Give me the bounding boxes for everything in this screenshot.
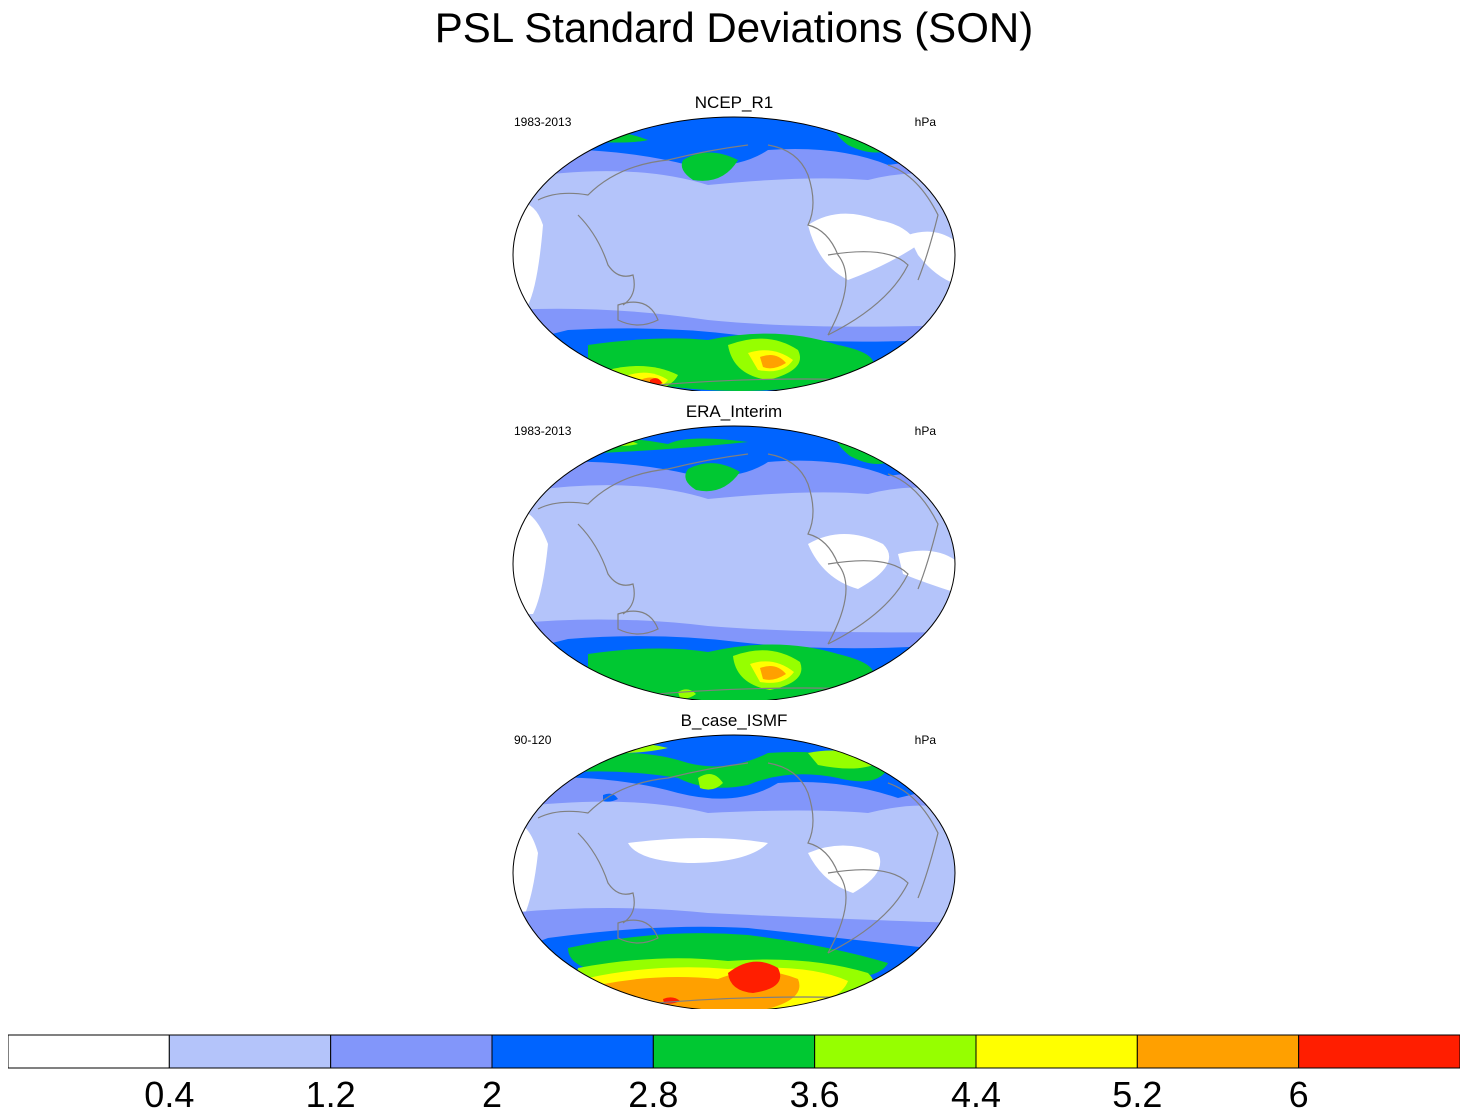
panel-units: hPa <box>914 424 936 438</box>
colorbar-bin <box>168 1034 332 1069</box>
map-panel-bcase: B_case_ISMF 90-120 hPa <box>508 711 960 1011</box>
panel-period: 1983-2013 <box>514 115 572 129</box>
map-ncep <box>512 116 956 391</box>
colorbar <box>8 1034 1460 1069</box>
colorbar-tick-label: 5.2 <box>1112 1074 1163 1115</box>
panel-title: NCEP_R1 <box>694 93 774 112</box>
main-title: PSL Standard Deviations (SON) <box>434 4 1034 51</box>
colorbar-bin <box>1136 1034 1300 1069</box>
colorbar-tick-label: 1.2 <box>305 1074 356 1115</box>
panel-title: ERA_Interim <box>685 402 783 421</box>
colorbar-tick-label: 3.6 <box>789 1074 840 1115</box>
colorbar-bin <box>330 1034 493 1069</box>
colorbar-tick-label: 6 <box>1288 1074 1309 1115</box>
panel-period: 90-120 <box>514 733 552 747</box>
panel-period: 1983-2013 <box>514 424 572 438</box>
map-bcase <box>512 734 956 1009</box>
map-panel-era: ERA_Interim 1983-2013 hPa <box>508 402 960 702</box>
colorbar-tick-label: 2 <box>481 1074 503 1115</box>
colorbar-tick-label: 0.4 <box>144 1074 195 1115</box>
colorbar-bin <box>652 1034 816 1069</box>
colorbar-bin <box>1298 1034 1460 1069</box>
map-era <box>512 425 956 700</box>
colorbar-bin <box>975 1034 1138 1069</box>
colorbar-bin <box>8 1034 170 1069</box>
colorbar-bin <box>814 1034 977 1069</box>
colorbar-tick-label: 4.4 <box>950 1074 1002 1115</box>
panel-title: B_case_ISMF <box>680 711 788 730</box>
map-panel-ncep: NCEP_R1 1983-2013 hPa <box>508 93 960 393</box>
panel-units: hPa <box>914 733 936 747</box>
colorbar-tick-label: 2.8 <box>628 1074 679 1115</box>
colorbar-bin <box>491 1034 654 1069</box>
panel-units: hPa <box>914 115 936 129</box>
